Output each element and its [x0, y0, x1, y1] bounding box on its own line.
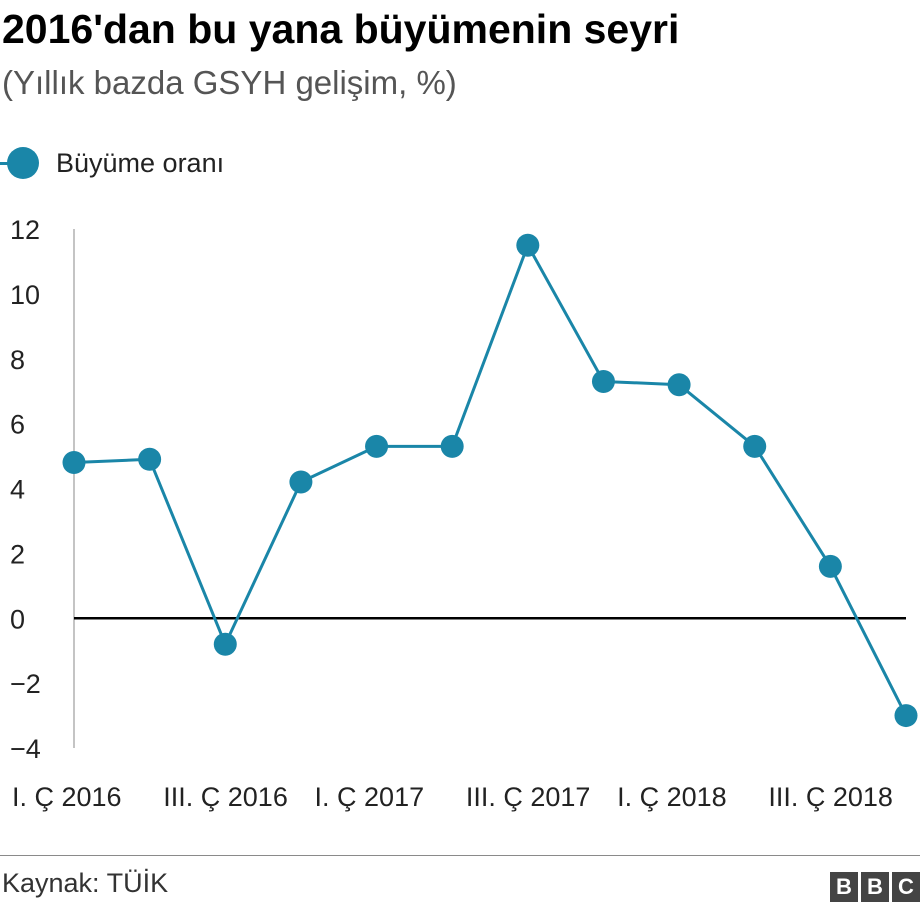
- line-chart: 12 10 8 6 4 2 0 −2 −4 I. Ç 2016 III. Ç 2016 I. Ç 20…: [10, 215, 918, 812]
- data-point: [743, 434, 767, 458]
- x-tick-label: I. Ç 2018: [617, 782, 727, 812]
- bbc-logo: B B C: [830, 872, 920, 902]
- y-tick-label: −2: [10, 669, 41, 699]
- data-point: [365, 434, 389, 458]
- y-tick-label: 12: [10, 215, 40, 245]
- footer-divider: [0, 855, 920, 856]
- data-point: [440, 434, 464, 458]
- y-tick-label: 0: [10, 604, 25, 634]
- chart-title: 2016'dan bu yana büyümenin seyri: [2, 6, 680, 52]
- y-tick-label: 10: [10, 280, 40, 310]
- data-point: [516, 233, 540, 257]
- y-tick-label: 6: [10, 410, 25, 440]
- legend-marker: [0, 146, 42, 180]
- series-line: [73, 243, 908, 717]
- x-tick-label: I. Ç 2017: [315, 782, 425, 812]
- data-point: [289, 470, 313, 494]
- data-point: [62, 451, 86, 475]
- data-point: [818, 554, 842, 578]
- x-tick-label: I. Ç 2016: [12, 782, 122, 812]
- logo-letter: C: [892, 872, 920, 902]
- data-point: [591, 369, 615, 393]
- source-note: Kaynak: TÜİK: [2, 868, 169, 898]
- legend-dot-icon: [7, 147, 39, 179]
- chart-subtitle: (Yıllık bazda GSYH gelişim, %): [2, 64, 457, 101]
- logo-letter: B: [861, 872, 889, 902]
- data-point: [667, 373, 691, 397]
- data-point: [894, 704, 918, 728]
- data-point: [213, 632, 237, 656]
- y-tick-label: −4: [10, 734, 41, 764]
- x-tick-label: III. Ç 2018: [768, 782, 893, 812]
- logo-letter: B: [830, 872, 858, 902]
- data-point: [138, 447, 162, 471]
- legend: Büyüme oranı: [0, 146, 224, 180]
- y-tick-label: 8: [10, 345, 25, 375]
- y-tick-label: 4: [10, 475, 25, 505]
- x-tick-label: III. Ç 2016: [163, 782, 288, 812]
- legend-label: Büyüme oranı: [56, 147, 225, 178]
- y-tick-label: 2: [10, 539, 25, 569]
- x-tick-label: III. Ç 2017: [466, 782, 591, 812]
